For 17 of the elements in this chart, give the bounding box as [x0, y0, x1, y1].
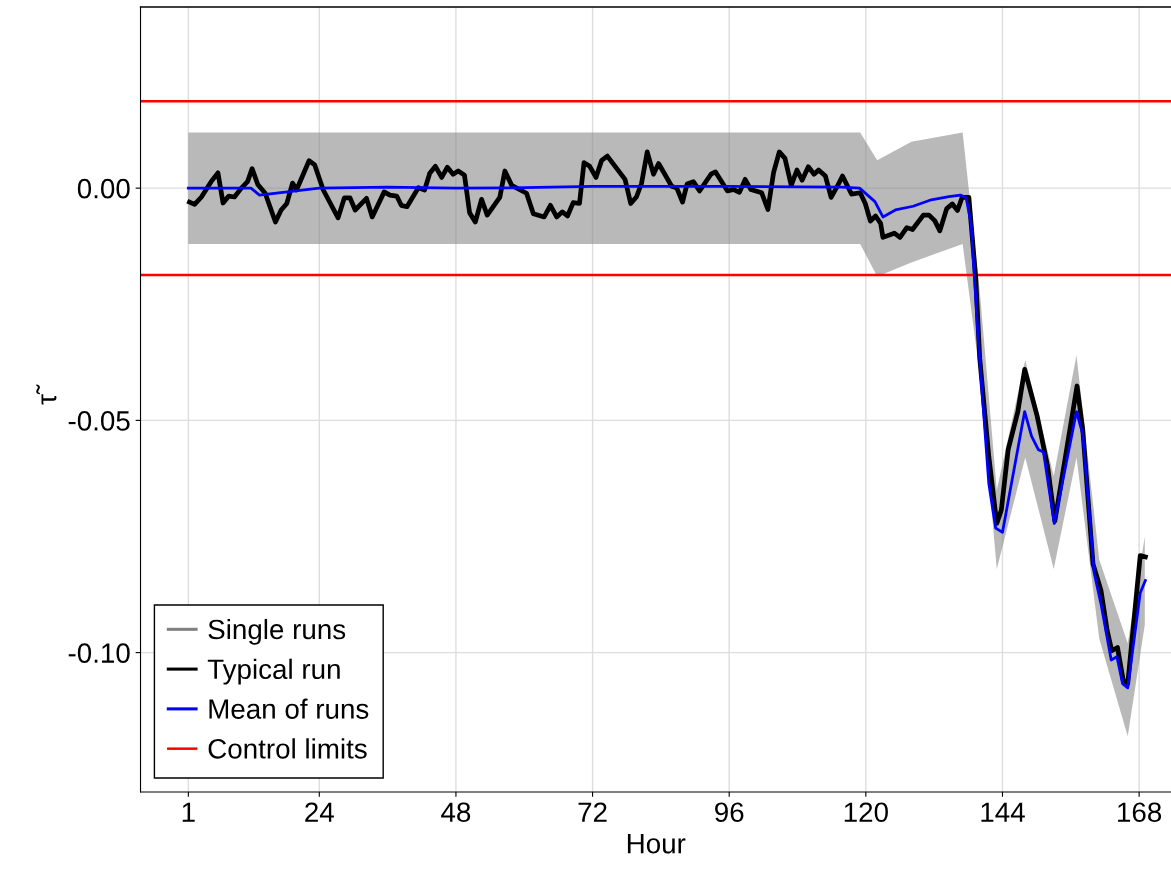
legend-label: Control limits — [208, 738, 367, 759]
x-tick-label: 168 — [1118, 802, 1162, 823]
legend-label: Single runs — [208, 618, 346, 645]
legend-label: Mean of runs — [209, 698, 369, 719]
x-tick-label: 24 — [305, 802, 334, 822]
x-tick-label: 48 — [441, 802, 471, 823]
x-tick-label: 1 — [182, 802, 195, 822]
y-axis-title: τ̃ — [36, 384, 57, 405]
x-axis-title: Hour — [627, 834, 686, 854]
y-tick-label: 0.00 — [77, 178, 130, 199]
x-tick-label: 144 — [981, 802, 1025, 822]
x-tick-label: 72 — [578, 802, 607, 822]
y-tick-label: -0.10 — [68, 643, 130, 663]
y-tick-label: -0.05 — [68, 411, 130, 431]
x-tick-label: 120 — [844, 802, 888, 823]
x-tick-label: 96 — [715, 802, 744, 823]
legend-label: Typical run — [207, 658, 340, 685]
